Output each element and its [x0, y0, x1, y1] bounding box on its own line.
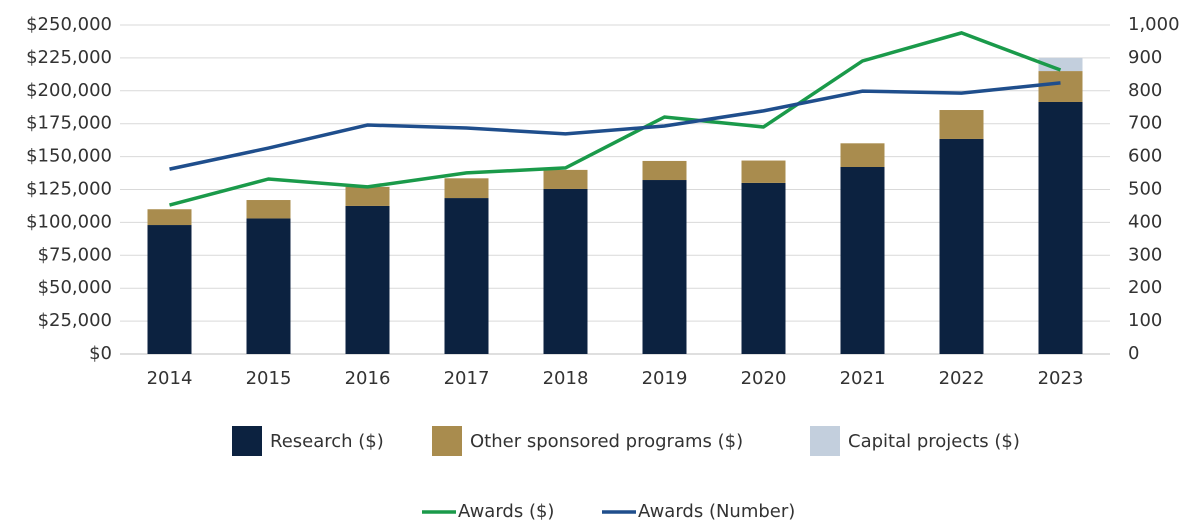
bar [345, 205, 390, 354]
y-tick-label: $250,000 [26, 14, 112, 35]
x-tick-label: 2019 [642, 368, 688, 389]
y-tick-label: $75,000 [38, 244, 112, 265]
y-tick-label: $200,000 [26, 80, 112, 101]
legend-swatch [432, 426, 462, 456]
legend-swatch [810, 426, 840, 456]
y-tick-label: $0 [89, 343, 112, 364]
x-tick-label: 2023 [1038, 368, 1084, 389]
y2-tick-label: 600 [1128, 146, 1162, 167]
y-tick-label: $25,000 [38, 310, 112, 331]
x-tick-label: 2016 [345, 368, 391, 389]
legend-label: Awards ($) [458, 501, 554, 522]
bar [543, 188, 588, 354]
bar [147, 209, 192, 226]
bar [1038, 57, 1083, 72]
y2-tick-label: 700 [1128, 113, 1162, 134]
bar [741, 182, 786, 354]
x-tick-label: 2018 [543, 368, 589, 389]
bar [345, 186, 390, 206]
bar [543, 169, 588, 189]
legend-swatch [232, 426, 262, 456]
bar [642, 160, 687, 181]
y2-tick-label: 900 [1128, 47, 1162, 68]
x-tick-label: 2021 [840, 368, 886, 389]
bar [444, 198, 489, 354]
legend-label: Research ($) [270, 431, 384, 452]
x-tick-label: 2017 [444, 368, 490, 389]
bar [642, 180, 687, 354]
x-tick-label: 2022 [939, 368, 985, 389]
legend-label: Awards (Number) [638, 501, 795, 522]
legend-label: Other sponsored programs ($) [470, 431, 743, 452]
y2-tick-label: 0 [1128, 343, 1139, 364]
y2-tick-label: 200 [1128, 277, 1162, 298]
y-tick-label: $225,000 [26, 47, 112, 68]
bar [840, 143, 885, 167]
legend-label: Capital projects ($) [848, 431, 1020, 452]
x-tick-label: 2020 [741, 368, 787, 389]
y2-tick-label: 100 [1128, 310, 1162, 331]
x-tick-label: 2015 [246, 368, 292, 389]
y-tick-label: $50,000 [38, 277, 112, 298]
y-tick-label: $150,000 [26, 146, 112, 167]
bar [246, 200, 291, 219]
bar [939, 138, 984, 354]
y2-tick-label: 1,000 [1128, 14, 1180, 35]
x-tick-label: 2014 [147, 368, 193, 389]
bar [444, 178, 489, 199]
y-tick-label: $100,000 [26, 211, 112, 232]
line [169, 31, 1062, 207]
bar [840, 166, 885, 354]
y2-tick-label: 400 [1128, 211, 1162, 232]
y-tick-label: $125,000 [26, 179, 112, 200]
bar [147, 225, 192, 354]
y-tick-label: $175,000 [26, 113, 112, 134]
bar [246, 218, 291, 354]
bar [1038, 101, 1083, 355]
bar [939, 110, 984, 139]
y2-tick-label: 500 [1128, 179, 1162, 200]
bar [1038, 71, 1083, 102]
bar [741, 160, 786, 183]
y2-tick-label: 300 [1128, 244, 1162, 265]
line [169, 81, 1061, 171]
y2-tick-label: 800 [1128, 80, 1162, 101]
